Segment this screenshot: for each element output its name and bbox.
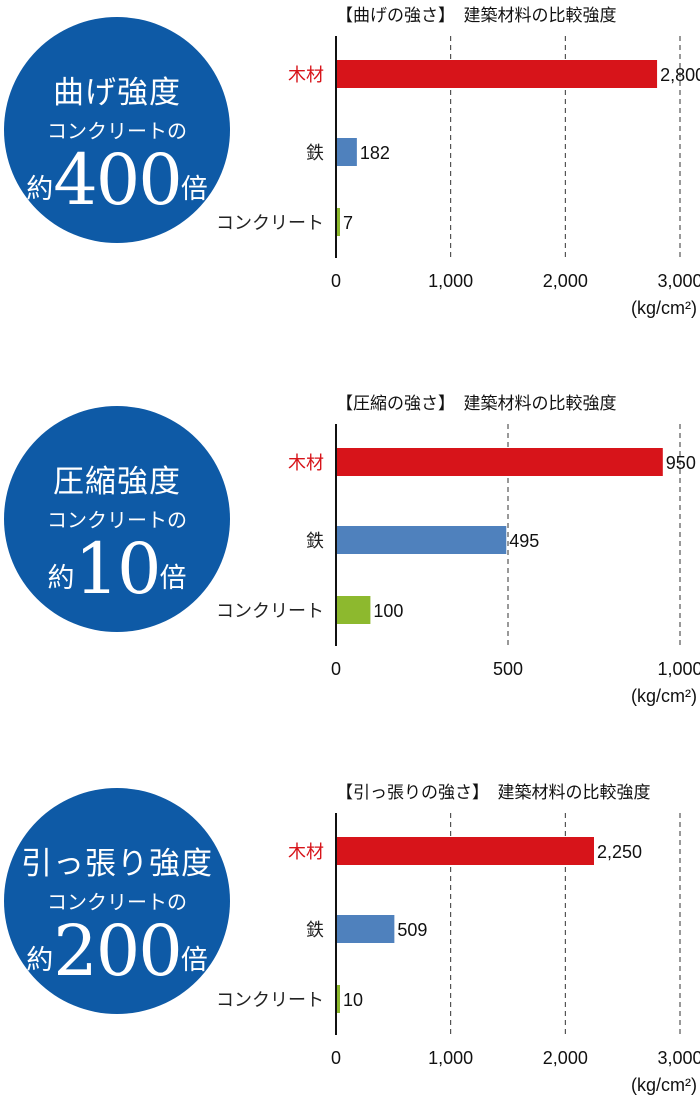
bar-concrete: [336, 596, 371, 624]
x-tick-label: 3,000: [657, 271, 700, 291]
circle-ratio-suffix: 倍: [159, 563, 187, 594]
x-tick-label: 1,000: [657, 659, 700, 679]
x-tick-label: 1,000: [428, 1048, 473, 1068]
bending-strength-panel: 曲げ強度 コンクリートの 約400倍 【曲げの強さ】 建築材料の比較強度 2,80…: [0, 0, 700, 340]
x-tick-label: 2,000: [543, 1048, 588, 1068]
value-label-steel: 509: [397, 920, 427, 940]
value-label-wood: 950: [666, 453, 696, 473]
chart-title: 【曲げの強さ】 建築材料の比較強度: [336, 6, 617, 26]
circle-ratio-suffix: 倍: [180, 174, 208, 205]
unit-label: (kg/cm²): [631, 686, 697, 706]
x-tick-label: 0: [331, 659, 341, 679]
value-label-concrete: 100: [373, 601, 403, 621]
chart-title: 【圧縮の強さ】 建築材料の比較強度: [336, 394, 617, 414]
tensile-strength-chart: 【引っ張りの強さ】 建築材料の比較強度 2,250 木材 509 鉄 10 コンクリート 0 1…: [216, 783, 700, 1095]
unit-label: (kg/cm²): [631, 1075, 697, 1095]
circle-ratio: 約400倍: [4, 145, 230, 215]
x-tick-label: 3,000: [657, 1048, 700, 1068]
bar-wood: [336, 60, 658, 88]
circle-ratio-number: 10: [74, 528, 161, 610]
value-label-steel: 495: [509, 531, 539, 551]
circle-subtitle: コンクリートの: [47, 508, 187, 532]
compressive-strength-panel: 圧縮強度 コンクリートの 約10倍 【圧縮の強さ】 建築材料の比較強度 950 木材…: [0, 388, 700, 728]
value-label-concrete: 7: [343, 213, 353, 233]
category-label-wood: 木材: [288, 65, 324, 86]
value-label-concrete: 10: [343, 990, 363, 1010]
circle-ratio: 約200倍: [4, 916, 230, 986]
category-label-concrete: コンクリート: [216, 990, 324, 1011]
circle-ratio-prefix: 約: [47, 563, 75, 594]
compressive-strength-circle: 圧縮強度 コンクリートの 約10倍: [4, 406, 230, 632]
bar-steel: [336, 915, 395, 943]
unit-label: (kg/cm²): [631, 298, 697, 318]
category-label-steel: 鉄: [306, 531, 324, 552]
circle-title: 圧縮強度: [53, 464, 181, 500]
tensile-strength-circle: 引っ張り強度 コンクリートの 約200倍: [4, 788, 230, 1014]
circle-ratio-number: 400: [53, 139, 183, 221]
circle-subtitle: コンクリートの: [47, 119, 187, 143]
circle-ratio-prefix: 約: [26, 945, 54, 976]
bar-wood: [336, 448, 663, 476]
bar-steel: [336, 526, 507, 554]
category-label-steel: 鉄: [306, 143, 324, 164]
value-label-wood: 2,800: [660, 65, 700, 85]
bar-concrete: [336, 985, 340, 1013]
bar-wood: [336, 837, 594, 865]
x-tick-label: 0: [331, 271, 341, 291]
x-tick-label: 0: [331, 1048, 341, 1068]
circle-ratio-number: 200: [53, 910, 183, 992]
compressive-strength-chart: 【圧縮の強さ】 建築材料の比較強度 950 木材 495 鉄 100 コンクリート 0 500 1…: [216, 394, 700, 706]
x-tick-label: 1,000: [428, 271, 473, 291]
circle-subtitle: コンクリートの: [47, 890, 187, 914]
bending-strength-chart: 【曲げの強さ】 建築材料の比較強度 2,800 木材 182 鉄 7 コンクリート 0 1,00…: [216, 6, 700, 318]
circle-ratio-prefix: 約: [26, 174, 54, 205]
chart-title: 【引っ張りの強さ】 建築材料の比較強度: [336, 783, 651, 803]
bar-concrete: [336, 208, 340, 236]
bending-strength-circle: 曲げ強度 コンクリートの 約400倍: [4, 17, 230, 243]
category-label-wood: 木材: [288, 453, 324, 474]
circle-ratio-suffix: 倍: [180, 945, 208, 976]
value-label-steel: 182: [360, 143, 390, 163]
category-label-concrete: コンクリート: [216, 213, 324, 234]
category-label-concrete: コンクリート: [216, 601, 324, 622]
category-label-steel: 鉄: [306, 920, 324, 941]
bar-steel: [336, 138, 357, 166]
x-tick-label: 2,000: [543, 271, 588, 291]
circle-ratio: 約10倍: [4, 534, 230, 604]
value-label-wood: 2,250: [597, 842, 642, 862]
category-label-wood: 木材: [288, 842, 324, 863]
x-tick-label: 500: [493, 659, 523, 679]
tensile-strength-panel: 引っ張り強度 コンクリートの 約200倍 【引っ張りの強さ】 建築材料の比較強度…: [0, 777, 700, 1117]
circle-title: 曲げ強度: [53, 75, 181, 111]
circle-title: 引っ張り強度: [21, 846, 213, 882]
